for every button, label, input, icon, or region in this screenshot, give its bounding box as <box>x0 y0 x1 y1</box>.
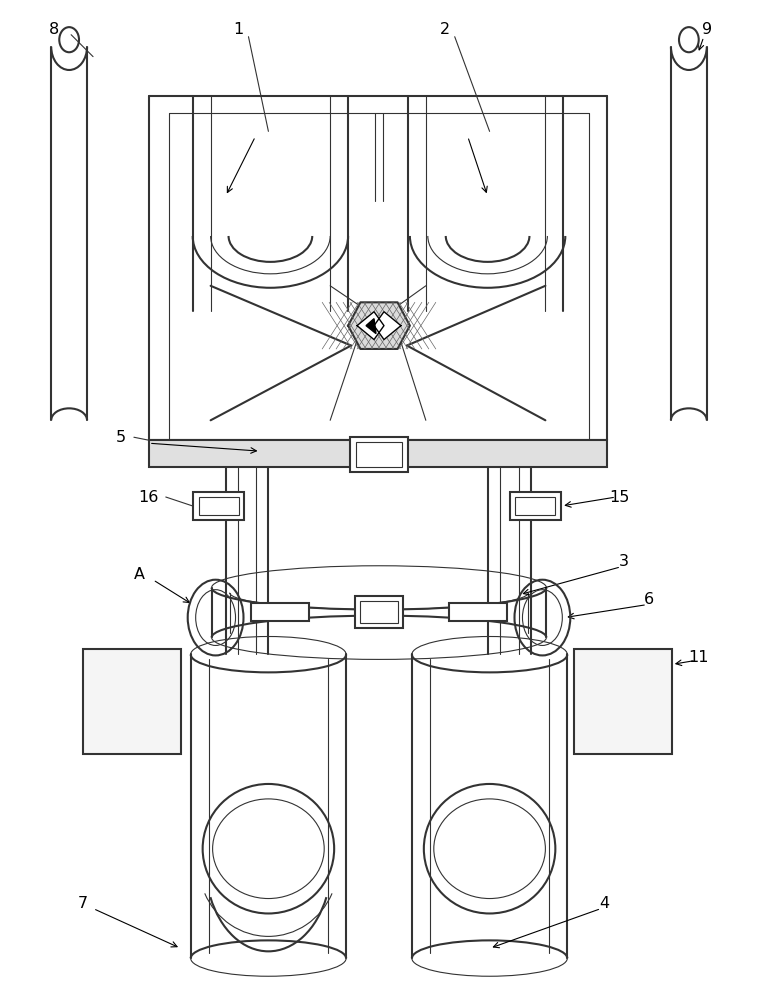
Text: 15: 15 <box>609 490 629 505</box>
Text: 9: 9 <box>702 22 712 37</box>
Polygon shape <box>374 312 401 340</box>
Text: 4: 4 <box>599 896 609 911</box>
Bar <box>515 497 556 515</box>
Bar <box>356 442 402 467</box>
Text: 8: 8 <box>49 22 59 37</box>
Bar <box>83 649 180 754</box>
Text: 6: 6 <box>644 592 654 607</box>
Text: 5: 5 <box>116 430 126 445</box>
Bar <box>199 497 239 515</box>
Polygon shape <box>366 319 376 334</box>
Bar <box>360 601 398 623</box>
Bar <box>252 603 309 621</box>
Bar <box>149 440 607 467</box>
Bar <box>575 649 672 754</box>
Bar <box>509 492 562 520</box>
Bar <box>193 492 245 520</box>
Bar <box>350 437 408 472</box>
Text: 16: 16 <box>139 490 159 505</box>
Bar <box>355 596 403 628</box>
Polygon shape <box>348 302 410 349</box>
Polygon shape <box>357 312 384 340</box>
Text: 1: 1 <box>233 22 243 37</box>
Bar <box>449 603 506 621</box>
Polygon shape <box>348 302 410 349</box>
Text: 2: 2 <box>440 22 449 37</box>
Text: 11: 11 <box>688 650 709 665</box>
Text: 3: 3 <box>619 554 629 569</box>
Text: 7: 7 <box>78 896 88 911</box>
Text: A: A <box>133 567 144 582</box>
